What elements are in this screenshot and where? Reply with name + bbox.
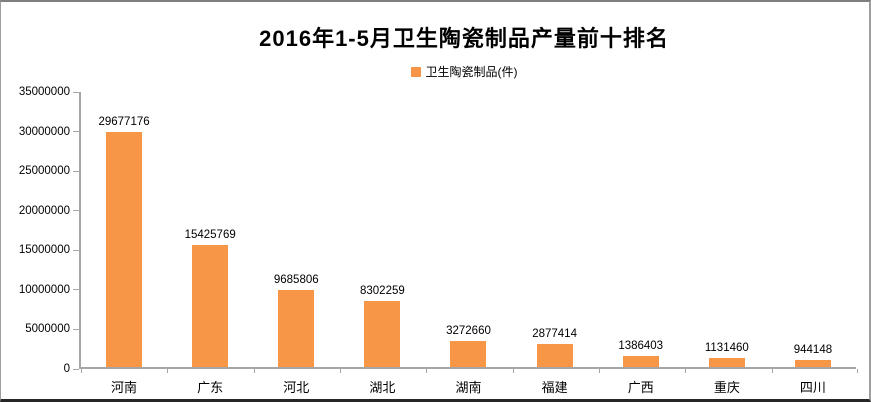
bar-group: 1386403 (598, 92, 684, 367)
x-axis-category-label: 福建 (541, 380, 568, 395)
bar (278, 290, 315, 367)
y-axis-tick (73, 91, 79, 93)
bar-value-label: 3272660 (446, 325, 491, 338)
x-axis-category-label: 河北 (283, 380, 310, 395)
x-axis-tick (857, 369, 858, 373)
x-axis-category-label: 广西 (627, 380, 654, 395)
x-axis-category-label: 重庆 (713, 380, 740, 395)
bar (536, 344, 573, 367)
bar-group: 29677176 (81, 92, 167, 367)
y-axis-tick (73, 289, 79, 291)
bar (192, 244, 229, 367)
y-axis-tick (73, 210, 79, 212)
bar-value-label: 2877414 (532, 328, 577, 341)
bar-group: 944148 (770, 92, 856, 367)
x-axis-category-label: 河南 (111, 380, 138, 395)
x-axis-tick (771, 369, 773, 373)
legend-swatch-icon (410, 66, 421, 77)
y-axis-tick-label: 30000000 (18, 125, 70, 138)
plot-area: 35000000 30000000 25000000 20000000 15000000… (19, 86, 858, 395)
legend-label: 卫生陶瓷制品(件) (425, 65, 518, 79)
legend: 卫生陶瓷制品(件) (71, 63, 857, 80)
x-axis-category-label: 湖南 (455, 380, 482, 395)
y-axis-tick-label: 0 (63, 363, 70, 375)
x-axis-category-label: 广东 (197, 380, 224, 395)
y-axis-tick (73, 170, 79, 172)
bar-value-label: 29677176 (98, 116, 150, 129)
bar (450, 341, 487, 367)
bar-value-label: 1386403 (618, 340, 664, 353)
bar-group: 8302259 (339, 92, 425, 367)
y-axis-tick-label: 10000000 (18, 283, 70, 296)
bar-group: 15425769 (167, 92, 253, 367)
bar (364, 301, 401, 367)
bars-container: 29677176 15425769 9685806 8302259 3272660 287… (81, 92, 856, 367)
x-axis-tick (167, 369, 169, 373)
x-axis-tick (685, 369, 687, 373)
y-axis-tick (73, 249, 79, 251)
bar (708, 358, 745, 367)
x-axis-tick (81, 369, 82, 373)
bar-group: 3272660 (425, 92, 511, 367)
bar-value-label: 944148 (793, 343, 833, 356)
bar-value-label: 8302259 (359, 285, 405, 298)
bar-value-label: 1131460 (704, 342, 749, 355)
x-axis-category-label: 湖北 (369, 380, 396, 395)
x-axis-labels: 河南 广东 河北 湖北 湖南 福建 广西 重庆 四川 (81, 377, 856, 396)
bar (106, 132, 143, 367)
chart-title: 2016年1-5月卫生陶瓷制品产量前十排名 (259, 26, 669, 51)
bar-value-label: 15425769 (184, 228, 236, 241)
y-axis-tick-label: 25000000 (18, 165, 70, 178)
x-axis-tick (253, 369, 255, 373)
y-axis-tick-label: 5000000 (25, 323, 70, 336)
bar (622, 356, 659, 367)
x-axis-category-label: 四川 (799, 380, 826, 395)
y-axis-tick (73, 131, 79, 133)
y-axis-tick (73, 368, 79, 370)
bar (794, 359, 831, 367)
y-axis-tick-label: 20000000 (18, 204, 70, 217)
x-axis-tick (340, 369, 341, 373)
x-axis-tick (426, 369, 428, 373)
bar-value-label: 9685806 (273, 274, 319, 287)
x-axis-tick (512, 369, 514, 373)
y-axis-tick-label: 15000000 (18, 244, 70, 257)
bar-group: 1131460 (684, 92, 770, 367)
y-axis-tick (73, 328, 79, 330)
bar-group: 9685806 (253, 92, 339, 367)
y-axis-tick-label: 35000000 (18, 86, 70, 98)
bar-group: 2877414 (512, 92, 598, 367)
x-axis-tick (599, 369, 600, 373)
